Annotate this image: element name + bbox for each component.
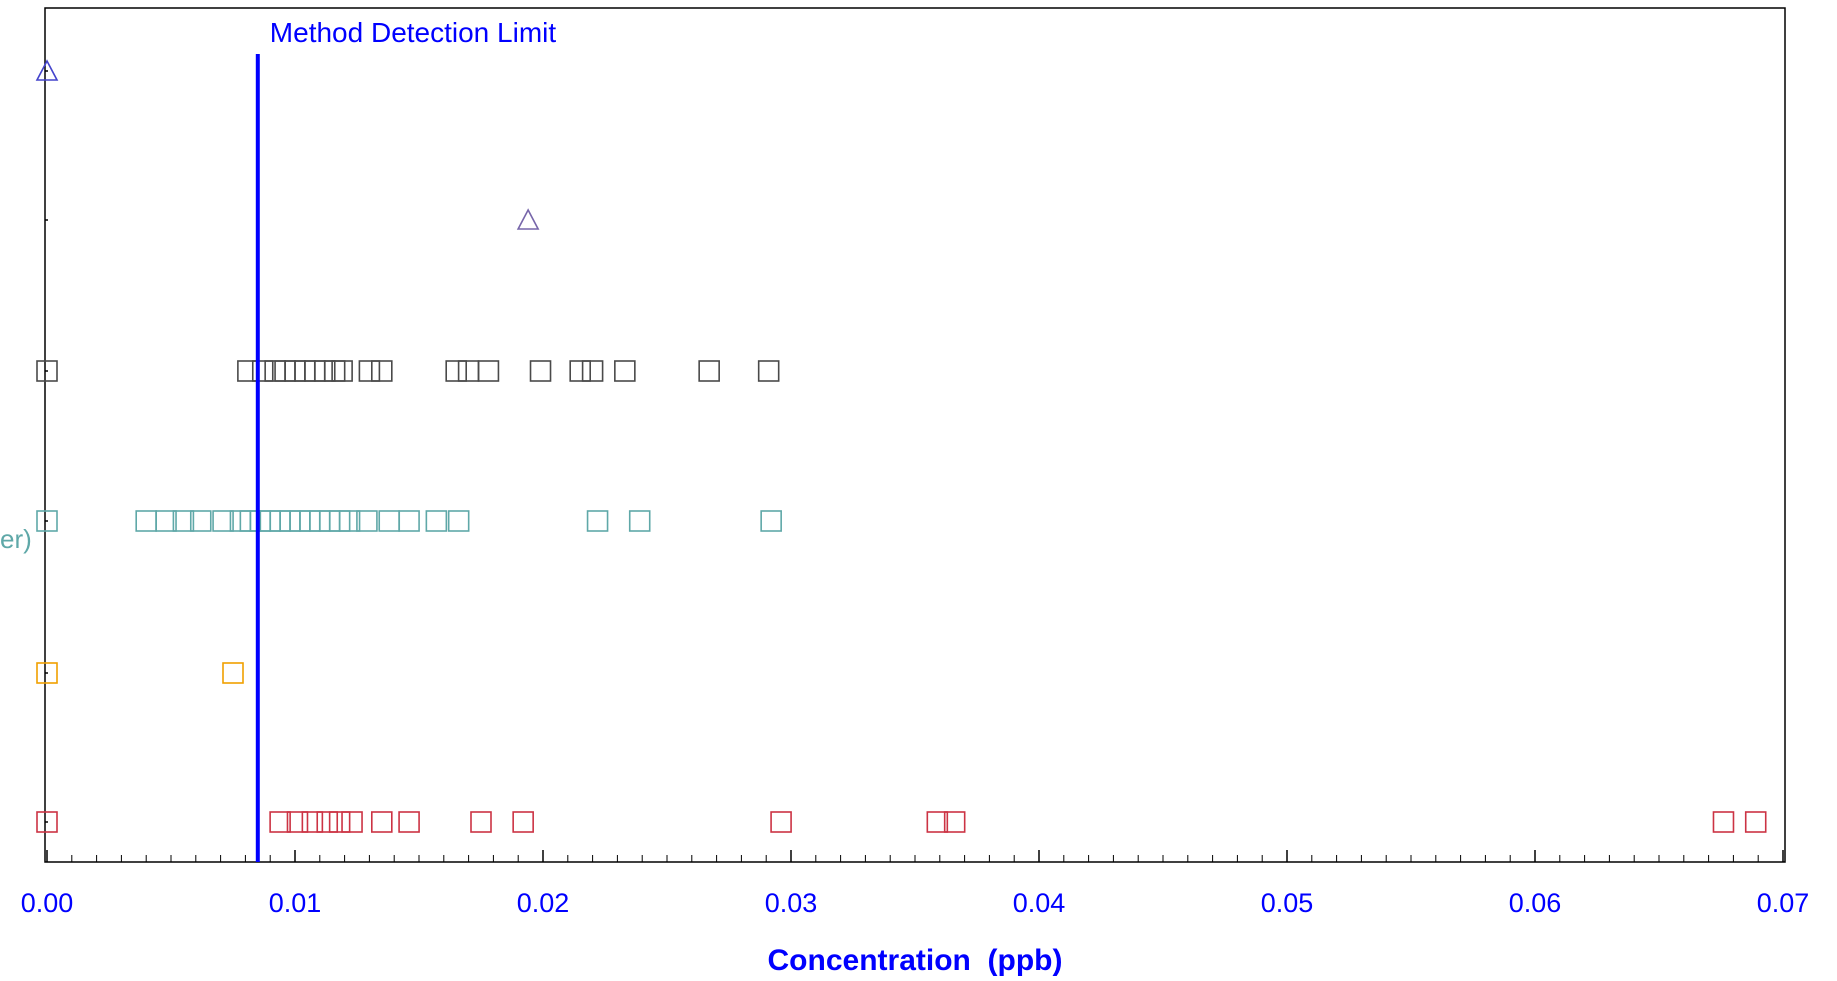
x-axis: 0.00 0.01 0.02 0.03 0.04 0.05 0.06 0.07 <box>21 850 1810 918</box>
data-point <box>581 360 604 382</box>
data-point <box>447 510 470 532</box>
data-point <box>189 510 212 532</box>
data-point <box>370 360 393 382</box>
data-point <box>378 510 401 532</box>
x-axis-title: Concentration (ppb) <box>768 944 1063 977</box>
y-axis-ticks <box>45 70 48 823</box>
data-point <box>586 510 609 532</box>
data-point <box>316 811 339 833</box>
x-tick-label: 0.05 <box>1261 888 1314 918</box>
data-point <box>301 811 324 833</box>
data-point <box>358 360 381 382</box>
data-point <box>237 360 259 382</box>
data-point <box>135 510 157 532</box>
data-point <box>470 811 492 833</box>
data-point <box>425 510 448 532</box>
data-point <box>338 510 361 532</box>
data-point <box>516 208 540 230</box>
x-tick-label: 0.02 <box>517 888 570 918</box>
data-point <box>614 360 636 382</box>
data-point <box>36 360 58 382</box>
data-point <box>398 510 420 532</box>
method-detection-limit-label: Method Detection Limit <box>270 17 557 48</box>
data-point <box>36 510 58 532</box>
data-point <box>356 510 378 532</box>
data-point <box>1712 811 1735 833</box>
data-point <box>569 360 592 382</box>
data-points <box>35 59 1767 833</box>
data-point <box>943 811 966 833</box>
data-point <box>698 360 720 382</box>
data-point <box>529 360 552 382</box>
data-point <box>222 662 244 684</box>
data-point <box>477 360 500 382</box>
data-point <box>628 510 651 532</box>
data-point <box>757 360 780 382</box>
data-point <box>328 811 351 833</box>
truncated-row-label: er) <box>0 524 32 554</box>
x-tick-label: 0.07 <box>1757 888 1810 918</box>
data-point <box>36 662 58 684</box>
data-point <box>172 510 195 532</box>
data-point <box>269 811 291 833</box>
data-point <box>331 360 353 382</box>
data-point <box>155 510 177 532</box>
x-tick-label: 0.03 <box>765 888 818 918</box>
data-point <box>760 510 782 532</box>
data-point <box>445 360 468 382</box>
x-tick-label: 0.04 <box>1013 888 1066 918</box>
data-point <box>341 811 363 833</box>
data-point <box>36 811 58 833</box>
x-tick-label: 0.06 <box>1509 888 1562 918</box>
data-point <box>512 811 534 833</box>
x-tick-label: 0.00 <box>21 888 74 918</box>
data-point <box>770 811 792 833</box>
x-tick-label: 0.01 <box>269 888 322 918</box>
data-point <box>212 510 234 532</box>
data-point <box>457 360 480 382</box>
data-point <box>251 360 274 382</box>
data-point <box>286 811 309 833</box>
plot-frame <box>44 7 1786 863</box>
data-point <box>35 59 59 81</box>
data-point <box>370 811 393 833</box>
data-point <box>398 811 420 833</box>
data-point <box>926 811 949 833</box>
data-point <box>1744 811 1767 833</box>
